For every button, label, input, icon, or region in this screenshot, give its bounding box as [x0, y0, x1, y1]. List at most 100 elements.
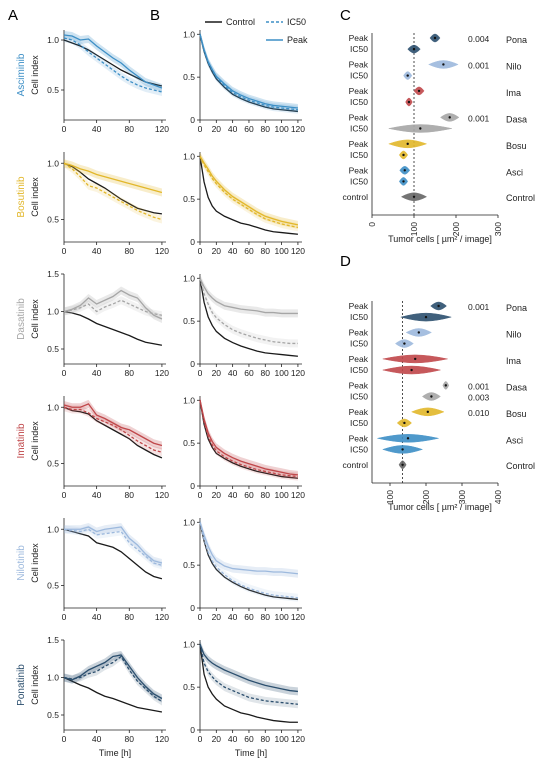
violin-control-median: [412, 195, 416, 198]
row-label-peak: Peak: [349, 380, 369, 390]
x-tick-label: 0: [62, 368, 67, 378]
y-tick-label: 1.0: [47, 307, 59, 317]
x-tick-label: 80: [125, 490, 135, 500]
violin-pona-peak-median: [433, 36, 437, 40]
panel-label-d: D: [340, 253, 351, 270]
x-tick-label: 20: [212, 246, 222, 256]
series-control: [63, 528, 163, 580]
row-label-ic50: IC50: [350, 365, 368, 375]
y-tick-label: 1.0: [183, 29, 195, 39]
x-tick-label: 0: [198, 246, 203, 256]
p-value: 0.004: [468, 34, 490, 44]
series-peak: [63, 34, 163, 89]
row-label-peak: Peak: [349, 33, 369, 43]
series-peak: [199, 400, 298, 476]
drug-abbr-label: Pona: [506, 303, 527, 313]
x-tick-label: 20: [212, 124, 222, 134]
x-tick-label: 40: [228, 368, 238, 378]
y-tick-label: 0: [190, 115, 195, 125]
series-ic50: [63, 528, 163, 566]
series-control: [199, 644, 298, 723]
x-tick-label: 80: [261, 490, 271, 500]
row-label-peak: Peak: [349, 112, 369, 122]
p-value: 0.001: [468, 113, 490, 123]
violin-dasa-ic50-median: [430, 395, 433, 398]
x-tick-label: 0: [198, 490, 203, 500]
x-tick-label: 120: [155, 368, 169, 378]
subplot-b-nilotinib: 0 0.5 1.0 0 20 40 60 80 100 120: [183, 517, 305, 622]
violin-nilo-peak-median: [442, 63, 445, 66]
x-tick-label: 40: [92, 368, 102, 378]
x-tick-label: 0: [198, 124, 203, 134]
drug-label: Imatinib: [16, 423, 27, 458]
x-tick-label: 120: [291, 368, 305, 378]
y-tick-label: 0.5: [183, 682, 195, 692]
y-tick-label: 0: [190, 481, 195, 491]
y-axis-label: Cell index: [30, 543, 40, 583]
x-tick-label: 100: [275, 368, 289, 378]
series-ic50: [63, 655, 163, 703]
x-tick-label: 80: [261, 734, 271, 744]
legend-peak-label: Peak: [287, 35, 308, 45]
x-tick-label: 40: [92, 490, 102, 500]
x-tick-label: 100: [275, 124, 289, 134]
x-axis-label: Tumor cells [ µm² / image]: [388, 234, 492, 244]
x-tick-label: 80: [261, 368, 271, 378]
band-ic50: [200, 274, 298, 348]
y-tick-label: 0.5: [183, 316, 195, 326]
y-tick-label: 0.5: [47, 710, 59, 720]
y-tick-label: 1.5: [47, 635, 59, 645]
band-peak: [64, 651, 162, 703]
violin-bosu-peak-median: [426, 410, 429, 414]
series-control: [63, 162, 163, 215]
y-tick-label: 0: [190, 603, 195, 613]
p-value: 0.001: [468, 381, 490, 391]
x-tick-label: 40: [228, 734, 238, 744]
x-tick-label: 20: [212, 490, 222, 500]
row-label-ic50: IC50: [350, 312, 368, 322]
band-peak: [200, 274, 298, 318]
drug-label: Bosutinib: [16, 176, 27, 218]
x-tick-label: 80: [261, 246, 271, 256]
panel-label-a: A: [8, 7, 18, 24]
series-ic50: [63, 299, 163, 316]
subplot-b-asciminib: 0 0.5 1.0 0 20 40 60 80 100 120: [183, 29, 305, 134]
row-label-peak: Peak: [349, 407, 369, 417]
band-peak: [200, 152, 298, 229]
band-peak: [200, 518, 298, 578]
violin-pona-peak-median: [437, 304, 440, 308]
row-label-control: control: [342, 460, 368, 470]
x-tick-label: 0: [62, 246, 67, 256]
y-tick-label: 0.5: [183, 560, 195, 570]
violin-dasa-ic50-median: [419, 127, 422, 130]
row-label-ic50: IC50: [350, 418, 368, 428]
band-ic50: [64, 403, 162, 457]
series-peak: [63, 289, 163, 320]
x-tick-label: 80: [125, 246, 135, 256]
x-tick-label: 80: [261, 612, 271, 622]
x-tick-label: 0: [62, 124, 67, 134]
drug-abbr-label: Pona: [506, 35, 527, 45]
subplot-b-ponatinib: 0 0.5 1.0 0 20 40 60 80 100 120 Time [h]: [183, 639, 305, 758]
band-peak: [64, 159, 162, 197]
x-tick-label: 80: [125, 368, 135, 378]
legend-b: Control IC50 Peak: [205, 17, 308, 45]
drug-abbr-label: Dasa: [506, 382, 527, 392]
x-tick-label: 300: [493, 222, 503, 236]
x-tick-label: 0: [62, 734, 67, 744]
x-tick-label: 0: [198, 368, 203, 378]
band-peak: [200, 396, 298, 479]
x-tick-label: 60: [244, 124, 254, 134]
row-label-control: control: [342, 192, 368, 202]
x-tick-label: 120: [291, 734, 305, 744]
row-label-ic50: IC50: [350, 71, 368, 81]
drug-label: Nilotinib: [16, 545, 27, 581]
drug-label: Dasatinib: [16, 298, 27, 340]
p-value: 0.010: [468, 408, 490, 418]
x-tick-label: 200: [451, 222, 461, 236]
